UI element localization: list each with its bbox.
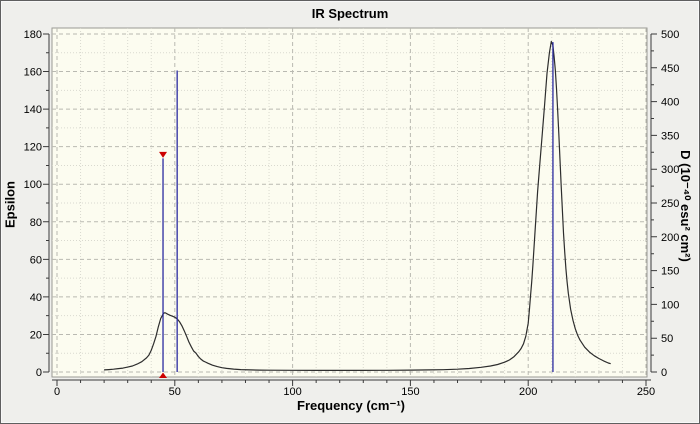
right-tick-label: 450 <box>661 63 679 75</box>
x-tick-label: 150 <box>401 386 419 398</box>
x-axis-title: Frequency (cm⁻¹) <box>297 398 405 413</box>
selected-mode-marker-top <box>159 151 168 158</box>
right-tick-label: 250 <box>661 198 679 210</box>
spectrum-curve <box>104 40 611 371</box>
right-tick-label: 100 <box>661 299 679 311</box>
left-tick-label: 120 <box>24 142 42 154</box>
x-tick-label: 200 <box>519 386 537 398</box>
selected-mode-marker-bottom <box>159 372 168 378</box>
x-tick-label: 100 <box>283 386 301 398</box>
x-tick-label: 0 <box>54 386 60 398</box>
left-tick-label: 180 <box>24 29 42 41</box>
left-tick-label: 80 <box>30 217 42 229</box>
left-axis-title: Epsilon <box>2 181 18 228</box>
major-gridlines <box>52 28 647 377</box>
minor-gridlines <box>52 28 647 377</box>
x-tick-label: 250 <box>637 386 655 398</box>
right-tick-label: 0 <box>661 367 667 379</box>
left-tick-label: 140 <box>24 104 42 116</box>
left-tick-label: 0 <box>36 367 42 379</box>
left-tick-label: 60 <box>30 254 42 266</box>
right-tick-label: 350 <box>661 130 679 142</box>
left-tick-label: 100 <box>24 179 42 191</box>
right-tick-label: 200 <box>661 232 679 244</box>
right-tick-label: 300 <box>661 164 679 176</box>
right-tick-label: 50 <box>661 333 673 345</box>
left-tick-label: 40 <box>30 292 42 304</box>
axis-ticks <box>43 33 657 386</box>
chart-title: IR Spectrum <box>311 6 389 21</box>
right-tick-label: 150 <box>661 266 679 278</box>
x-tick-label: 50 <box>169 386 181 398</box>
right-axis-title: D (10⁻⁴⁰ esu² cm²) <box>678 150 693 262</box>
left-tick-label: 20 <box>30 329 42 341</box>
right-tick-label: 400 <box>661 97 679 109</box>
right-tick-label: 500 <box>661 29 679 41</box>
left-tick-label: 160 <box>24 67 42 79</box>
